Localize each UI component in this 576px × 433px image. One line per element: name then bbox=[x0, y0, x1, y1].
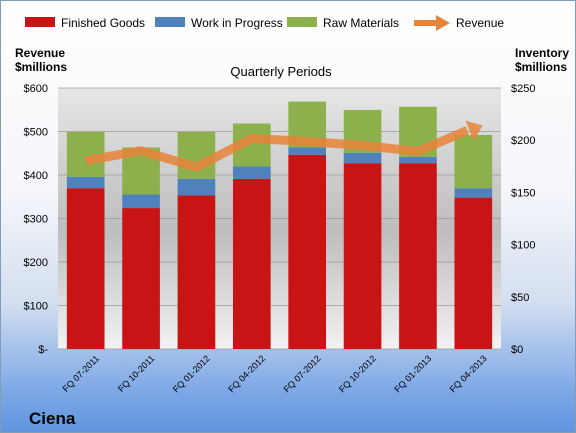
x-tick-label: FQ 04-2013 bbox=[448, 353, 489, 394]
legend-arrow-head bbox=[436, 15, 450, 31]
revenue-arrow-head bbox=[465, 120, 483, 142]
bar-raw-materials bbox=[454, 134, 493, 189]
legend-swatch bbox=[287, 17, 317, 27]
bar-finished-goods bbox=[399, 163, 437, 349]
bar-work-in-progress bbox=[66, 176, 105, 189]
bar-finished-goods bbox=[66, 188, 105, 349]
left-tick-label: $- bbox=[38, 344, 48, 356]
bar-finished-goods bbox=[122, 208, 160, 349]
bars bbox=[66, 101, 493, 349]
bar-work-in-progress bbox=[454, 188, 493, 198]
right-axis-title-line2: $millions bbox=[515, 60, 567, 74]
left-tick-label: $200 bbox=[24, 257, 48, 269]
chart-title: Quarterly Periods bbox=[230, 64, 332, 79]
right-tick-label: $250 bbox=[511, 83, 535, 95]
x-tick-label: FQ 07-2011 bbox=[61, 353, 102, 394]
legend-label: Work in Progress bbox=[191, 16, 283, 30]
left-tick-labels: $- $100 $200 $300 $400 $500 $600 bbox=[24, 83, 49, 356]
legend: Finished Goods Work in Progress Raw Materi… bbox=[25, 15, 504, 31]
legend-label: Raw Materials bbox=[323, 16, 399, 30]
right-tick-label: $100 bbox=[511, 240, 535, 252]
bar-finished-goods bbox=[454, 197, 493, 349]
left-tick-label: $600 bbox=[24, 83, 48, 95]
right-tick-label: $50 bbox=[511, 292, 529, 304]
right-tick-labels: $0 $50 $100 $150 $200 $250 bbox=[511, 83, 535, 356]
left-axis-title-line1: Revenue bbox=[15, 46, 65, 60]
bar-work-in-progress bbox=[232, 166, 271, 179]
x-tick-label: FQ 10-2011 bbox=[116, 353, 157, 394]
x-tick-label: FQ 01-2012 bbox=[171, 353, 212, 394]
bar-work-in-progress bbox=[177, 178, 216, 196]
bar-work-in-progress bbox=[399, 156, 437, 164]
x-tick-labels: FQ 07-2011 FQ 10-2011 FQ 01-2012 FQ 04-2012… bbox=[61, 353, 489, 394]
left-tick-label: $400 bbox=[24, 170, 48, 182]
right-tick-label: $200 bbox=[511, 135, 535, 147]
revenue-line-path bbox=[84, 126, 470, 172]
bar-work-in-progress bbox=[122, 194, 160, 209]
x-tick-label: FQ 01-2013 bbox=[392, 353, 433, 394]
left-tick-label: $500 bbox=[24, 127, 48, 139]
bar-finished-goods bbox=[177, 195, 216, 349]
revenue-line bbox=[84, 120, 483, 172]
bar-finished-goods bbox=[232, 178, 271, 349]
right-axis-title-line1: Inventory bbox=[515, 46, 569, 60]
bar-work-in-progress bbox=[288, 147, 327, 155]
legend-swatch bbox=[155, 17, 185, 27]
left-tick-label: $300 bbox=[24, 214, 48, 226]
x-tick-label: FQ 07-2012 bbox=[282, 353, 323, 394]
legend-swatch bbox=[25, 17, 55, 27]
left-tick-label: $100 bbox=[24, 301, 48, 313]
bar-finished-goods bbox=[343, 163, 382, 349]
x-tick-label: FQ 04-2012 bbox=[226, 353, 267, 394]
left-axis-title-line2: $millions bbox=[15, 60, 67, 74]
legend-label: Revenue bbox=[456, 16, 504, 30]
x-tick-label: FQ 10-2012 bbox=[337, 353, 378, 394]
legend-label: Finished Goods bbox=[61, 16, 145, 30]
bar-finished-goods bbox=[288, 154, 327, 349]
right-tick-label: $150 bbox=[511, 187, 535, 199]
right-tick-label: $0 bbox=[511, 344, 523, 356]
company-name: Ciena bbox=[29, 409, 76, 428]
bar-work-in-progress bbox=[343, 152, 382, 164]
